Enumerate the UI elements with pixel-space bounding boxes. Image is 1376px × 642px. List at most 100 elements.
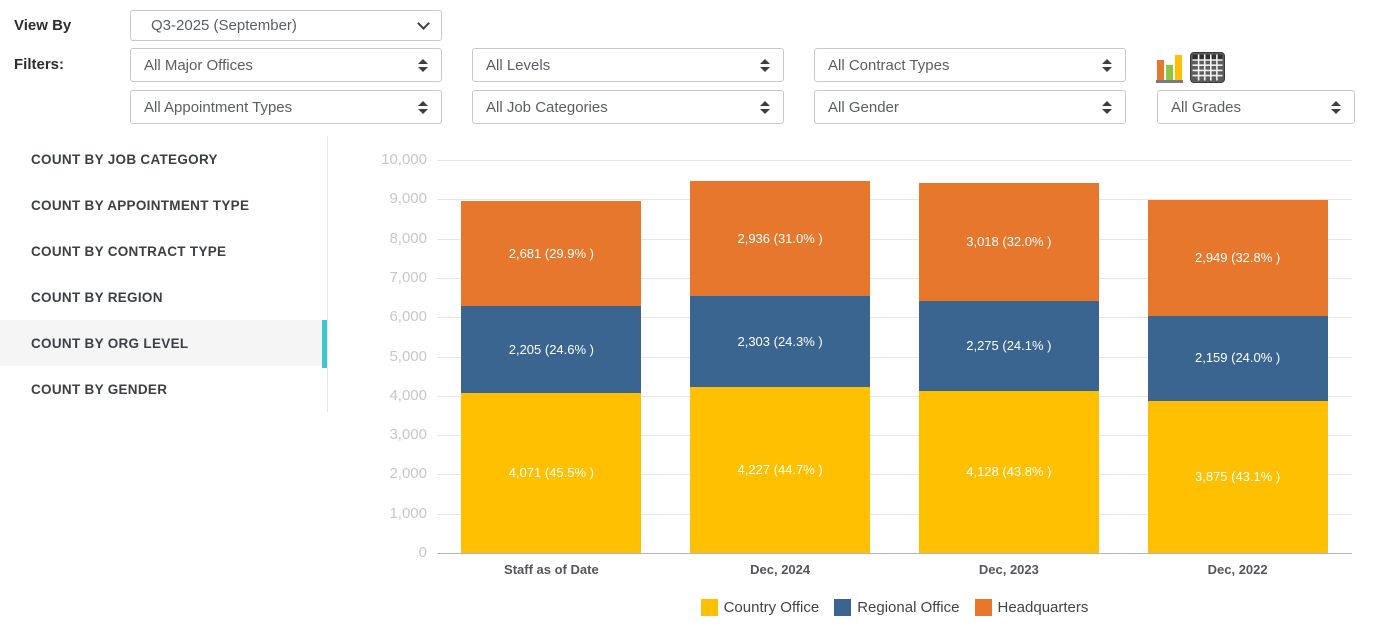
levels-value: All Levels xyxy=(486,56,551,74)
gridline xyxy=(437,435,1352,437)
legend-label: Headquarters xyxy=(997,599,1089,616)
sidebar-item-label: COUNT BY APPOINTMENT TYPE xyxy=(31,197,250,213)
sidebar-item-gender[interactable]: COUNT BY GENDER xyxy=(0,366,327,412)
y-axis-tick-label: 5,000 xyxy=(389,347,427,365)
bar-segment-label: 2,275 (24.1% ) xyxy=(966,338,1052,354)
bar-segment-label: 4,128 (43.8% ) xyxy=(966,463,1052,479)
gridline xyxy=(437,160,1352,161)
bar-segment-headquarters[interactable]: 3,018 (32.0% ) xyxy=(918,182,1099,302)
y-axis-tick-label: 7,000 xyxy=(389,268,427,286)
sidebar-item-region[interactable]: COUNT BY REGION xyxy=(0,274,327,320)
gridline xyxy=(437,474,1352,476)
bar-segment-label: 3,875 (43.1% ) xyxy=(1194,468,1281,484)
y-axis-tick-label: 10,000 xyxy=(381,151,427,168)
gridline xyxy=(437,356,1352,358)
updown-arrows-icon xyxy=(1331,100,1341,114)
levels-select[interactable]: All Levels xyxy=(472,48,784,82)
gridline xyxy=(437,395,1352,397)
legend-item-regional-office: Regional Office xyxy=(834,599,960,616)
y-axis-tick-label: 9,000 xyxy=(389,190,427,208)
updown-arrows-icon xyxy=(760,100,770,114)
chart-legend: Country Office Regional Office Headquarter… xyxy=(437,599,1352,616)
bar-segment-label: 2,949 (32.8% ) xyxy=(1194,249,1281,265)
y-axis-tick-label: 6,000 xyxy=(389,308,427,326)
bar-segment-label: 4,071 (45.5% ) xyxy=(508,464,595,480)
sidebar-item-label: COUNT BY GENDER xyxy=(31,381,168,397)
grades-select[interactable]: All Grades xyxy=(1157,90,1355,124)
legend-label: Regional Office xyxy=(857,599,960,616)
bar-segment-country-office[interactable]: 4,227 (44.7% ) xyxy=(690,386,871,553)
bar-segment-regional-office[interactable]: 2,205 (24.6% ) xyxy=(461,306,642,393)
chevron-down-icon xyxy=(417,16,430,30)
view-by-label: View By xyxy=(14,17,72,34)
gridline xyxy=(437,513,1352,515)
updown-arrows-icon xyxy=(418,58,428,72)
y-axis-tick-label: 4,000 xyxy=(389,386,427,404)
grades-value: All Grades xyxy=(1171,98,1242,116)
job-categories-value: All Job Categories xyxy=(486,98,608,116)
bar-segment-regional-office[interactable]: 2,159 (24.0% ) xyxy=(1147,315,1328,401)
y-axis-tick-label: 3,000 xyxy=(389,426,427,444)
x-axis-category-label: Staff as of Date xyxy=(504,562,599,577)
table-view-icon[interactable] xyxy=(1190,52,1225,83)
gridline xyxy=(437,317,1352,319)
gridline xyxy=(437,199,1352,201)
job-categories-select[interactable]: All Job Categories xyxy=(472,90,784,124)
bar-segment-label: 2,936 (31.0% ) xyxy=(737,230,823,246)
gender-select[interactable]: All Gender xyxy=(814,90,1126,124)
x-axis-category-label: Dec, 2024 xyxy=(750,562,811,577)
sidebar-item-appointment-type[interactable]: COUNT BY APPOINTMENT TYPE xyxy=(0,182,327,228)
bar-segment-label: 2,681 (29.9% ) xyxy=(508,245,595,261)
legend-item-country-office: Country Office xyxy=(700,599,820,616)
bar-segment-headquarters[interactable]: 2,681 (29.9% ) xyxy=(461,200,642,307)
gridline xyxy=(437,277,1352,279)
sidebar-item-label: COUNT BY REGION xyxy=(31,289,163,305)
bar-segment-regional-office[interactable]: 2,275 (24.1% ) xyxy=(918,301,1099,391)
updown-arrows-icon xyxy=(760,58,770,72)
filters-label: Filters: xyxy=(14,56,65,73)
contract-types-select[interactable]: All Contract Types xyxy=(814,48,1126,82)
x-axis-category-label: Dec, 2022 xyxy=(1207,562,1268,577)
bar-segment-country-office[interactable]: 4,071 (45.5% ) xyxy=(461,393,642,553)
sidebar-item-org-level[interactable]: COUNT BY ORG LEVEL xyxy=(0,320,327,368)
view-by-select[interactable]: Q3-2025 (September) xyxy=(130,10,442,41)
bar-chart-view-icon[interactable] xyxy=(1155,51,1185,84)
sidebar-item-contract-type[interactable]: COUNT BY CONTRACT TYPE xyxy=(0,228,327,274)
major-offices-value: All Major Offices xyxy=(144,56,253,74)
bar-segment-label: 2,159 (24.0% ) xyxy=(1194,350,1281,366)
legend-item-headquarters: Headquarters xyxy=(974,599,1089,616)
legend-label: Country Office xyxy=(723,599,820,616)
x-axis-category-label: Dec, 2023 xyxy=(978,562,1039,577)
sidebar-item-label: COUNT BY ORG LEVEL xyxy=(31,335,189,351)
bar-segment-label: 4,227 (44.7% ) xyxy=(737,461,823,477)
y-axis-tick-label: 0 xyxy=(418,544,427,561)
bar-segment-country-office[interactable]: 3,875 (43.1% ) xyxy=(1147,400,1328,553)
bar-segment-label: 2,205 (24.6% ) xyxy=(508,341,595,357)
bar-segment-regional-office[interactable]: 2,303 (24.3% ) xyxy=(690,296,871,387)
sidebar-divider xyxy=(327,136,328,412)
updown-arrows-icon xyxy=(418,100,428,114)
legend-swatch xyxy=(974,599,992,616)
y-axis-tick-label: 2,000 xyxy=(389,465,427,483)
metric-sidebar: COUNT BY JOB CATEGORY COUNT BY APPOINTME… xyxy=(0,136,327,412)
appointment-types-value: All Appointment Types xyxy=(144,98,293,116)
bar-segment-label: 3,018 (32.0% ) xyxy=(966,234,1052,250)
bar-segment-label: 2,303 (24.3% ) xyxy=(737,333,823,349)
gridline xyxy=(437,553,1352,554)
sidebar-item-label: COUNT BY JOB CATEGORY xyxy=(31,151,218,167)
contract-types-value: All Contract Types xyxy=(828,56,950,74)
bar-segment-headquarters[interactable]: 2,949 (32.8% ) xyxy=(1147,199,1328,316)
major-offices-select[interactable]: All Major Offices xyxy=(130,48,442,82)
bar-segment-headquarters[interactable]: 2,936 (31.0% ) xyxy=(690,180,871,297)
gridline xyxy=(437,238,1352,240)
sidebar-item-job-category[interactable]: COUNT BY JOB CATEGORY xyxy=(0,136,327,182)
y-axis-tick-label: 1,000 xyxy=(389,504,427,522)
legend-swatch xyxy=(700,599,718,616)
bar-segment-country-office[interactable]: 4,128 (43.8% ) xyxy=(918,390,1099,553)
y-axis-tick-label: 8,000 xyxy=(389,229,427,247)
sidebar-item-label: COUNT BY CONTRACT TYPE xyxy=(31,243,227,259)
appointment-types-select[interactable]: All Appointment Types xyxy=(130,90,442,124)
updown-arrows-icon xyxy=(1102,100,1112,114)
